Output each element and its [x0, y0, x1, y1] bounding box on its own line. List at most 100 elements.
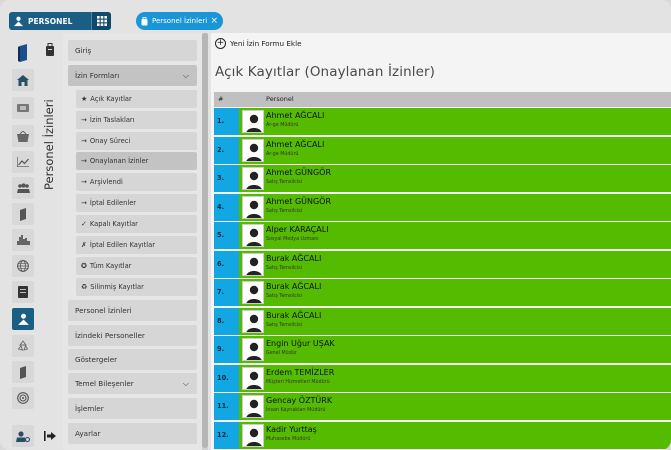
submenu-item-acik-kayitlar[interactable]: ★ Açık Kayıtlar	[76, 90, 197, 108]
submenu-item-kapali-kayitlar[interactable]: ✓ Kapalı Kayıtlar	[76, 215, 197, 233]
employee-name[interactable]: Kadir Yurttaş	[266, 424, 317, 434]
row-number: 12.	[214, 421, 239, 449]
arrow-right-icon: →	[81, 137, 87, 145]
menu-item-gostergeler[interactable]: Göstergeler	[68, 349, 197, 370]
menu-item-izin-formlari[interactable]: İzin Formları ⌵	[68, 65, 197, 86]
document-icon[interactable]	[12, 281, 34, 303]
cross-icon: ✗	[81, 241, 87, 249]
target-icon[interactable]	[12, 387, 34, 409]
submenu-item-onay-sureci[interactable]: → Onay Süreci	[76, 132, 197, 150]
row-number: 5.	[214, 222, 239, 249]
table-row[interactable]: 8. Burak AĞCALI Satış Temsilcisi	[214, 307, 671, 335]
employee-title: Muhasebe Müdürü	[266, 436, 311, 442]
table-row[interactable]: 12. Kadir Yurttaş Muhasebe Müdürü	[214, 421, 671, 449]
chevron-down-icon: ⌵	[182, 70, 189, 80]
ticket-icon[interactable]	[12, 97, 34, 119]
book-icon[interactable]	[12, 361, 34, 383]
menu-item-islemler[interactable]: İşlemler	[68, 398, 197, 419]
menu-scrollbar-thumb[interactable]	[202, 33, 208, 448]
employee-name[interactable]: Ahmet AĞCALI	[266, 139, 325, 149]
avatar	[242, 224, 264, 247]
table-row[interactable]: 2. Ahmet AĞCALI Ar-ge Müdürü	[214, 136, 671, 164]
employee-name[interactable]: Burak AĞCALI	[266, 253, 322, 263]
app-switcher-button[interactable]: PERSONEL	[9, 12, 111, 30]
submenu-item-iptal-edilenler[interactable]: → İptal Edilenler	[76, 194, 197, 212]
employee-name[interactable]: Alper KARAÇALI	[266, 225, 329, 234]
submenu-item-silinmis-kayitlar[interactable]: ♻ Silinmiş Kayıtlar	[76, 278, 197, 296]
menu-item-personel-izinleri[interactable]: Personel İzinleri	[68, 300, 197, 321]
page-title: Açık Kayıtlar (Onaylanan İzinler)	[215, 64, 436, 80]
tab-personel-izinleri[interactable]: Personel İzinleri ×	[136, 12, 223, 30]
submenu-item-onaylanan-izinler[interactable]: → Onaylanan İzinler	[76, 152, 197, 170]
menu-item-temel-bilesenler[interactable]: Temel Bileşenler ⌵	[68, 373, 197, 394]
table-row[interactable]: 3. Ahmet GÜNGÖR Satış Temsilcisi	[214, 165, 671, 192]
table-row[interactable]: 7. Burak AĞCALI Satış Temsilcisi	[214, 279, 671, 306]
new-leave-form-label: Yeni İzin Formu Ekle	[230, 39, 302, 48]
sidebar-title: Personel İzinleri	[42, 99, 56, 190]
home-icon[interactable]	[12, 69, 34, 91]
employee-name[interactable]: Burak AĞCALI	[266, 310, 322, 320]
table-row[interactable]: 10. Erdem TEMİZLER Müşteri Hizmetleri Müdü…	[214, 364, 671, 392]
employee-name[interactable]: Ahmet AĞCALI	[266, 111, 325, 120]
personnel-icon	[9, 16, 27, 27]
table-row[interactable]: 9. Engin Uğur UŞAK Genel Müdür	[214, 336, 671, 363]
users-icon[interactable]	[12, 177, 34, 199]
submenu-item-label: İzin Taslakları	[89, 116, 135, 124]
table-row[interactable]: 5. Alper KARAÇALI Sosyal Medya Uzmanı	[214, 222, 671, 249]
employee-title: Ar-ge Müdürü	[266, 151, 299, 157]
employee-name[interactable]: Engin Uğur UŞAK	[266, 339, 335, 348]
table-row[interactable]: 1. Ahmet AĞCALI Ar-ge Müdürü	[214, 108, 671, 135]
recycle-icon[interactable]	[12, 335, 34, 357]
column-header-personel[interactable]: Personel	[266, 95, 294, 103]
icon-rail	[11, 40, 35, 450]
table-row[interactable]: 6. Burak AĞCALI Satış Temsilcisi	[214, 250, 671, 278]
chart-line-icon[interactable]	[12, 151, 34, 173]
close-icon[interactable]: ×	[210, 15, 218, 26]
employee-name[interactable]: Erdem TEMİZLER	[266, 367, 335, 377]
chevron-down-icon: ⌵	[182, 378, 189, 388]
submenu-item-iptal-edilen-kayitlar[interactable]: ✗ İptal Edilen Kayıtlar	[76, 236, 197, 254]
row-number: 4.	[214, 193, 239, 221]
avatar	[242, 138, 264, 162]
menu-item-ayarlar[interactable]: Ayarlar	[68, 423, 197, 444]
submenu-item-label: Tüm Kayıtlar	[89, 262, 132, 270]
row-number: 3.	[214, 165, 239, 192]
employee-name[interactable]: Gencay ÖZTÜRK	[266, 396, 333, 405]
briefcase-icon	[141, 16, 148, 26]
collapse-sidebar-icon[interactable]	[44, 430, 56, 444]
row-number: 10.	[214, 364, 239, 392]
city-icon[interactable]	[12, 229, 34, 251]
globe-icon[interactable]	[12, 255, 34, 277]
row-number: 11.	[214, 393, 239, 420]
avatar	[242, 423, 264, 447]
table-row[interactable]: 11. Gencay ÖZTÜRK İnsan Kaynakları Müdürü	[214, 393, 671, 420]
row-number: 6.	[214, 250, 239, 278]
submenu-item-label: Kapalı Kayıtlar	[89, 220, 138, 228]
submenu-item-arsivlendi[interactable]: → Arşivlendi	[76, 173, 197, 191]
menu-scrollbar[interactable]	[202, 33, 208, 450]
grid-menu-icon[interactable]	[91, 12, 111, 30]
user-settings-icon[interactable]	[12, 425, 34, 447]
personnel-icon[interactable]	[12, 308, 34, 330]
basket-icon[interactable]	[12, 125, 34, 147]
employee-title: Satış Temsilcisi	[266, 180, 302, 185]
employee-name[interactable]: Ahmet GÜNGÖR	[266, 196, 332, 206]
submenu-item-tum-kayitlar[interactable]: ✪ Tüm Kayıtlar	[76, 257, 197, 275]
book-icon[interactable]	[12, 203, 34, 225]
employee-name[interactable]: Ahmet GÜNGÖR	[266, 168, 332, 177]
table-row[interactable]: 4. Ahmet GÜNGÖR Satış Temsilcisi	[214, 193, 671, 221]
menu-item-label: İşlemler	[75, 404, 104, 413]
star-icon: ★	[81, 95, 88, 103]
row-number: 2.	[214, 136, 239, 164]
submenu-item-izin-taslaklari[interactable]: → İzin Taslakları	[76, 111, 197, 129]
employee-name[interactable]: Burak AĞCALI	[266, 282, 322, 291]
row-number: 8.	[214, 307, 239, 335]
menu-item-izindeki-personeller[interactable]: İzindeki Personeller	[68, 325, 197, 346]
submenu-item-label: Açık Kayıtlar	[90, 95, 132, 103]
new-leave-form-button[interactable]: + Yeni İzin Formu Ekle	[215, 38, 302, 49]
employee-title: Müşteri Hizmetleri Müdürü	[266, 379, 330, 385]
menu-item-label: Göstergeler	[75, 355, 118, 364]
menu-item-label: İzindeki Personeller	[75, 331, 145, 340]
menu-item-giris[interactable]: Giriş	[68, 40, 197, 61]
